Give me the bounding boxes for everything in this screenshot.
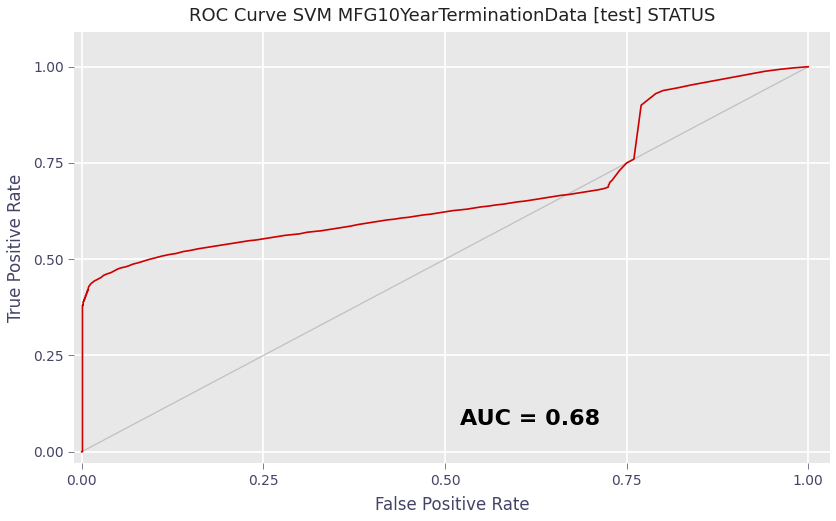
Text: AUC = 0.68: AUC = 0.68	[459, 408, 599, 429]
X-axis label: False Positive Rate: False Positive Rate	[375, 496, 529, 514]
Y-axis label: True Positive Rate: True Positive Rate	[7, 173, 25, 322]
Title: ROC Curve SVM MFG10YearTerminationData [test] STATUS: ROC Curve SVM MFG10YearTerminationData […	[189, 7, 715, 25]
